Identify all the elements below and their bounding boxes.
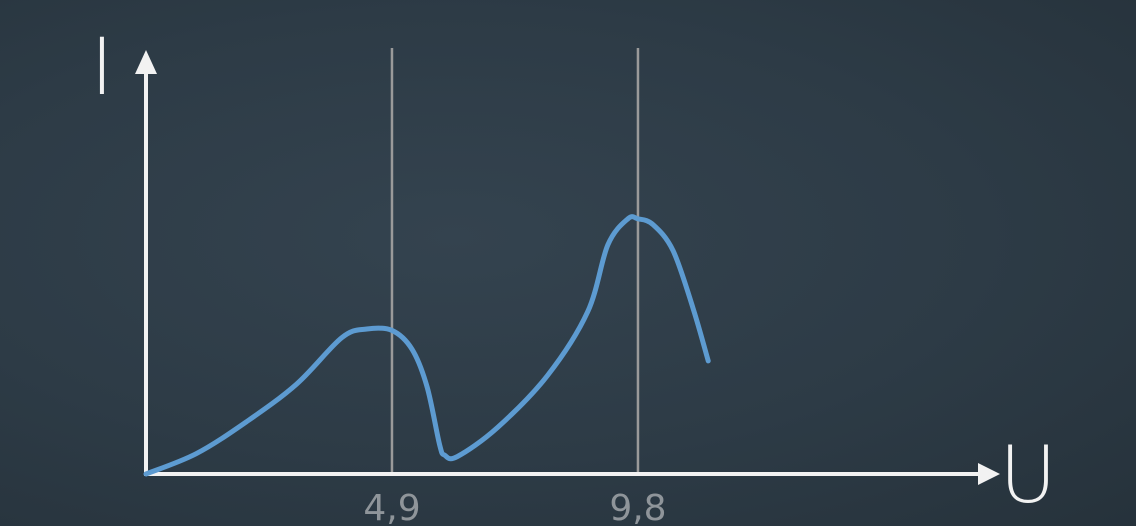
y-axis-arrow-icon: [135, 50, 157, 74]
x-axis-label: U: [999, 431, 1056, 521]
x-tick-label: 9,8: [609, 488, 666, 526]
x-axis-arrow-icon: [978, 463, 1000, 485]
y-axis-label: I: [90, 23, 113, 113]
axes: [135, 50, 1000, 485]
series-line: [143, 214, 711, 477]
x-tick-labels: 4,9 9,8: [363, 488, 666, 526]
vertical-markers: [390, 48, 640, 474]
x-tick-label: 4,9: [363, 488, 420, 526]
